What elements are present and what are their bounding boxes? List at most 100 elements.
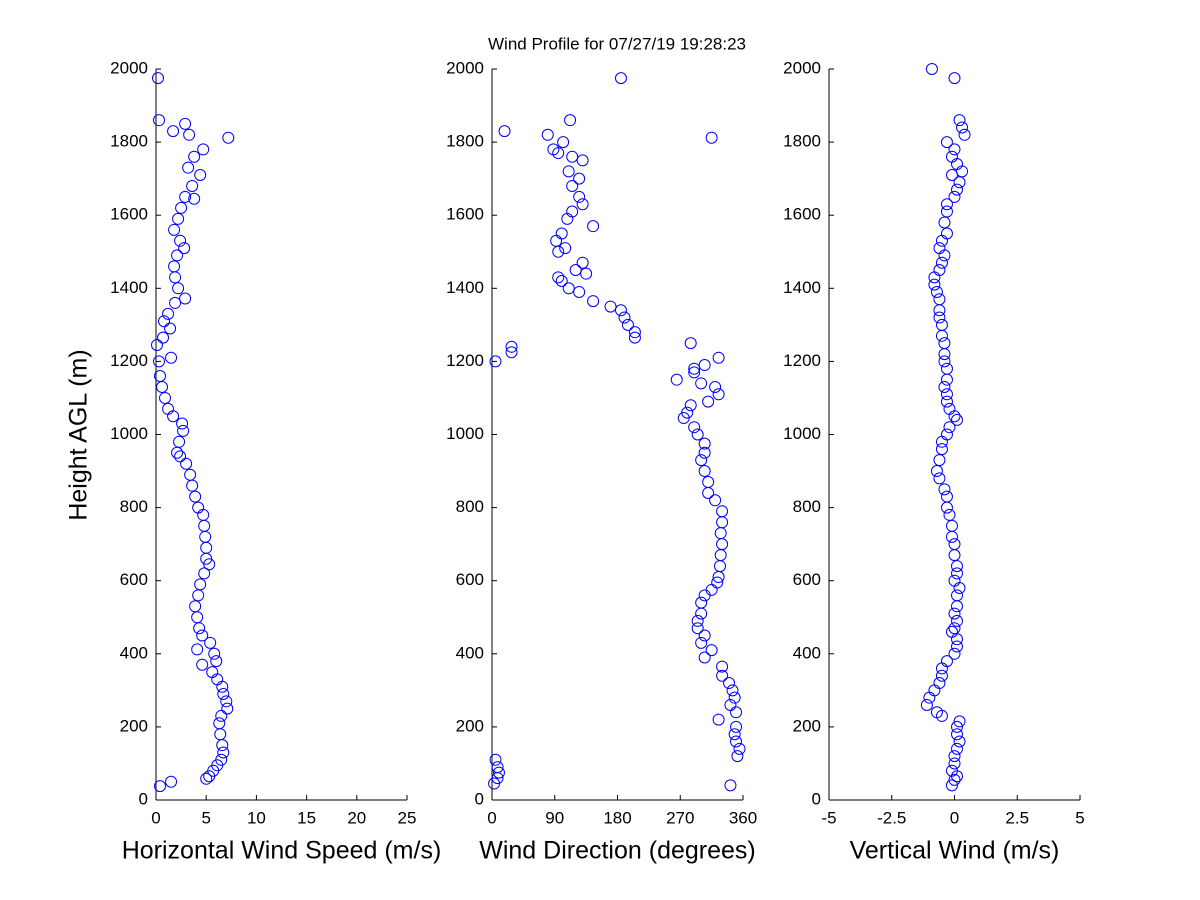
data-point <box>159 391 172 404</box>
data-point <box>576 256 589 269</box>
data-point <box>621 318 634 331</box>
data-point <box>174 450 187 463</box>
data-point <box>920 698 933 711</box>
data-point <box>677 412 690 425</box>
x-tick-label: 5 <box>1075 808 1084 827</box>
data-point <box>940 395 953 408</box>
data-point <box>200 772 213 785</box>
data-point <box>628 326 641 339</box>
data-point <box>951 742 964 755</box>
data-point <box>203 770 216 783</box>
data-point <box>951 640 964 653</box>
data-point <box>925 63 938 75</box>
data-point <box>183 128 196 141</box>
y-tick-label: 400 <box>456 643 484 662</box>
data-point <box>684 399 697 412</box>
x-tick-label: 5 <box>201 808 210 827</box>
data-point <box>935 234 948 247</box>
data-point <box>935 669 948 682</box>
data-point <box>948 72 961 85</box>
data-point <box>705 644 718 657</box>
data-point <box>573 190 586 203</box>
data-point <box>178 242 191 255</box>
x-tick-label: 10 <box>247 808 266 827</box>
x-tick-label: 0 <box>950 808 959 827</box>
data-point <box>948 549 961 562</box>
chart-title: Wind Profile for 07/27/19 19:28:23 <box>488 34 746 53</box>
data-point <box>953 582 966 595</box>
data-point <box>186 179 199 192</box>
data-point <box>188 192 201 205</box>
y-tick-label: 200 <box>120 716 148 735</box>
data-point <box>951 600 964 613</box>
data-point <box>933 472 946 485</box>
data-point <box>951 728 964 741</box>
x-tick-label: 270 <box>666 808 694 827</box>
data-point <box>562 282 575 295</box>
data-point <box>153 355 166 368</box>
x-tick-label: 90 <box>545 808 564 827</box>
data-point <box>194 168 207 181</box>
data-point <box>945 779 958 792</box>
y-tick-label: 400 <box>120 643 148 662</box>
data-point <box>217 746 230 759</box>
data-point <box>196 629 209 642</box>
data-point <box>940 205 953 218</box>
data-point <box>552 271 565 284</box>
data-point <box>688 362 701 375</box>
y-tick-label: 2000 <box>783 58 821 77</box>
data-point <box>935 256 948 269</box>
y-tick-label: 1200 <box>110 351 148 370</box>
data-point <box>576 198 589 211</box>
data-point <box>691 614 704 627</box>
data-point <box>691 622 704 635</box>
data-point <box>953 114 966 127</box>
data-point <box>580 267 593 280</box>
data-point <box>216 739 229 752</box>
data-point <box>488 777 501 790</box>
data-point <box>174 234 187 247</box>
data-point <box>198 567 211 580</box>
data-point <box>951 614 964 627</box>
data-point <box>705 131 718 144</box>
data-point <box>169 296 182 309</box>
y-tick-label: 0 <box>475 789 484 808</box>
data-point <box>953 735 966 748</box>
data-point <box>695 454 708 467</box>
y-tick-label: 1200 <box>446 351 484 370</box>
y-tick-label: 800 <box>456 497 484 516</box>
y-tick-label: 1400 <box>446 278 484 297</box>
data-point <box>191 643 204 656</box>
data-point <box>204 636 217 649</box>
x-tick-label: -5 <box>821 808 836 827</box>
data-point <box>498 125 511 138</box>
data-point <box>938 355 951 368</box>
x-tick-label: -2.5 <box>877 808 906 827</box>
y-tick-label: 0 <box>812 789 821 808</box>
data-point <box>492 766 505 779</box>
data-point <box>688 366 701 379</box>
data-point <box>723 677 736 690</box>
data-point <box>730 720 743 733</box>
data-point <box>933 311 946 324</box>
data-point <box>695 377 708 390</box>
data-point <box>165 351 178 364</box>
y-axis-label: Height AGL (m) <box>65 349 93 520</box>
data-point <box>724 779 737 792</box>
x-tick-label: 2.5 <box>1005 808 1029 827</box>
data-point <box>203 558 216 571</box>
data-point <box>958 128 971 141</box>
data-point <box>940 373 953 386</box>
y-tick-label: 1000 <box>783 424 821 443</box>
data-point <box>172 212 185 225</box>
data-point <box>712 713 725 726</box>
y-tick-label: 1800 <box>446 132 484 151</box>
data-point <box>702 486 715 499</box>
data-point <box>698 651 711 664</box>
data-point <box>604 300 617 313</box>
data-point <box>948 410 961 423</box>
x-tick-label: 180 <box>603 808 631 827</box>
data-point <box>670 373 683 386</box>
data-point <box>695 636 708 649</box>
data-point <box>935 329 948 342</box>
